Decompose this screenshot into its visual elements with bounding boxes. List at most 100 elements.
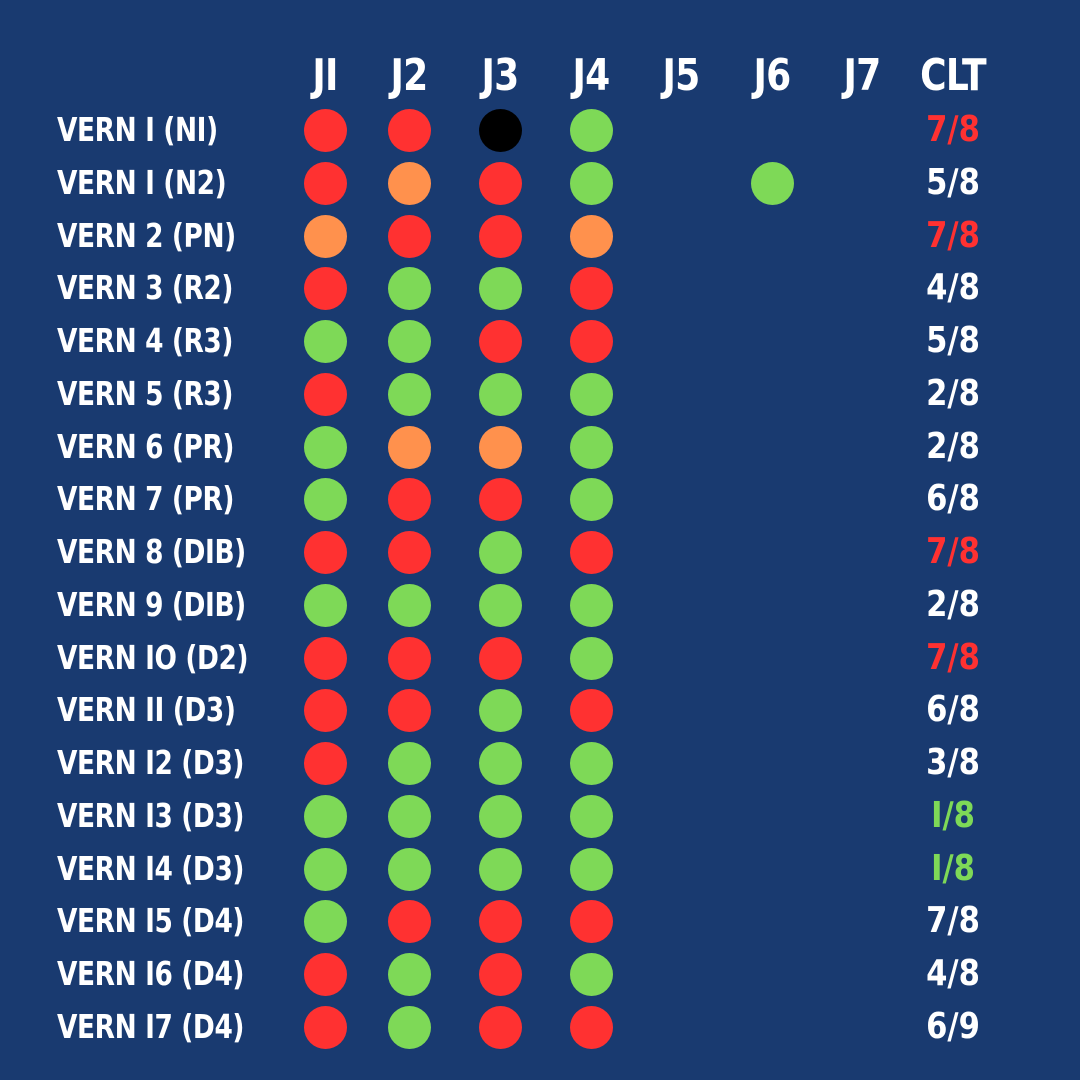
status-dot-green	[388, 583, 431, 627]
status-dot-green	[479, 794, 522, 838]
clt-value: 6/8	[926, 689, 980, 731]
table-row: VERN I7 (D4) 6/9	[0, 1001, 1080, 1053]
row-label: VERN I4 (D3)	[57, 848, 245, 888]
table-row: VERN I6 (D4) 4/8	[0, 948, 1080, 1000]
status-dot-red	[570, 531, 613, 574]
table-row: VERN I4 (D3) I/8	[0, 843, 1080, 895]
column-header-j2: J2	[390, 50, 429, 101]
status-dot-green	[304, 900, 347, 944]
status-dot-black	[479, 109, 522, 152]
table-row: VERN 4 (R3) 5/8	[0, 315, 1080, 367]
clt-value: 2/8	[926, 425, 980, 467]
table-row: VERN I5 (D4) 7/8	[0, 895, 1080, 947]
status-dot-green	[304, 478, 347, 522]
clt-value: 2/8	[926, 372, 980, 414]
status-dot-green	[479, 372, 522, 416]
status-dot-red	[304, 636, 347, 680]
status-dot-red	[304, 372, 347, 416]
clt-value: 7/8	[926, 109, 980, 150]
table-row: VERN I2 (D3) 3/8	[0, 737, 1080, 789]
clt-value: 4/8	[926, 953, 980, 994]
row-label: VERN I (N2)	[57, 162, 227, 202]
status-dot-green	[570, 425, 613, 469]
column-header-j7: J7	[843, 50, 882, 101]
status-dot-red	[388, 214, 431, 258]
status-dot-green	[570, 742, 613, 785]
clt-value: 5/8	[926, 161, 980, 203]
row-label: VERN 6 (PR)	[57, 426, 235, 466]
row-label: VERN IO (D2)	[57, 637, 249, 677]
status-dot-red	[479, 636, 522, 680]
status-dot-orange	[570, 214, 613, 258]
row-label: VERN 2 (PN)	[57, 215, 236, 255]
status-dot-green	[570, 794, 613, 838]
clt-value: 2/8	[926, 583, 980, 625]
status-dot-green	[388, 953, 431, 996]
row-label: VERN I6 (D4)	[57, 954, 245, 993]
row-label: VERN I7 (D4)	[57, 1006, 245, 1046]
table-row: VERN 8 (DIB) 7/8	[0, 526, 1080, 578]
column-header-clt: CLT	[920, 50, 986, 101]
status-dot-green	[479, 583, 522, 627]
status-dot-green	[388, 267, 431, 311]
status-dot-red	[570, 267, 613, 311]
status-dot-green	[388, 794, 431, 838]
clt-value: 7/8	[926, 636, 980, 678]
row-label: VERN I3 (D3)	[57, 795, 245, 835]
status-dot-red	[304, 531, 347, 574]
status-dot-green	[479, 847, 522, 891]
status-dot-green	[479, 267, 522, 311]
status-dot-green	[304, 425, 347, 469]
status-dot-red	[388, 900, 431, 944]
row-label: VERN I (NI)	[57, 110, 218, 149]
column-header-j4: J4	[572, 50, 611, 101]
status-dot-green	[304, 583, 347, 627]
status-dot-red	[570, 320, 613, 363]
status-dot-red	[388, 689, 431, 733]
table-row: VERN 2 (PN) 7/8	[0, 210, 1080, 262]
status-dot-green	[751, 161, 794, 205]
status-dot-red	[304, 267, 347, 311]
status-dot-green	[570, 583, 613, 627]
status-dot-red	[570, 900, 613, 944]
status-dot-red	[479, 900, 522, 944]
status-dot-red	[388, 109, 431, 152]
status-dot-red	[388, 531, 431, 574]
status-dot-green	[570, 109, 613, 152]
table-row: VERN 9 (DIB) 2/8	[0, 579, 1080, 631]
table-row: VERN I (N2) 5/8	[0, 157, 1080, 209]
status-dot-green	[388, 320, 431, 363]
column-header-ji: JI	[312, 50, 338, 101]
status-dot-red	[304, 689, 347, 733]
clt-value: 7/8	[926, 900, 980, 942]
status-dot-orange	[304, 214, 347, 258]
table-row: VERN I3 (D3) I/8	[0, 790, 1080, 842]
table-row: VERN I (NI) 7/8	[0, 104, 1080, 156]
status-dot-green	[570, 636, 613, 680]
status-dot-red	[388, 636, 431, 680]
row-label: VERN 7 (PR)	[57, 479, 235, 519]
clt-value: 7/8	[926, 531, 980, 572]
row-label: VERN I2 (D3)	[57, 743, 245, 782]
status-dot-red	[479, 161, 522, 205]
status-dot-green	[570, 161, 613, 205]
column-header-j5: J5	[662, 50, 701, 101]
status-dot-red	[304, 742, 347, 785]
row-label: VERN 5 (R3)	[57, 373, 234, 413]
status-dot-green	[570, 372, 613, 416]
row-label: VERN 3 (R2)	[57, 268, 234, 308]
status-dot-green	[479, 742, 522, 785]
table-row: VERN 7 (PR) 6/8	[0, 473, 1080, 525]
table-row: VERN II (D3) 6/8	[0, 684, 1080, 736]
status-dot-green	[388, 1005, 431, 1049]
clt-value: I/8	[931, 847, 975, 889]
table-row: VERN 6 (PR) 2/8	[0, 421, 1080, 473]
status-dot-red	[479, 953, 522, 996]
status-dot-green	[479, 689, 522, 733]
clt-value: 7/8	[926, 214, 980, 256]
column-header-j6: J6	[753, 50, 792, 101]
row-label: VERN 9 (DIB)	[57, 584, 246, 624]
status-dot-green	[570, 953, 613, 996]
status-dot-green	[304, 320, 347, 363]
status-dot-red	[304, 1005, 347, 1049]
